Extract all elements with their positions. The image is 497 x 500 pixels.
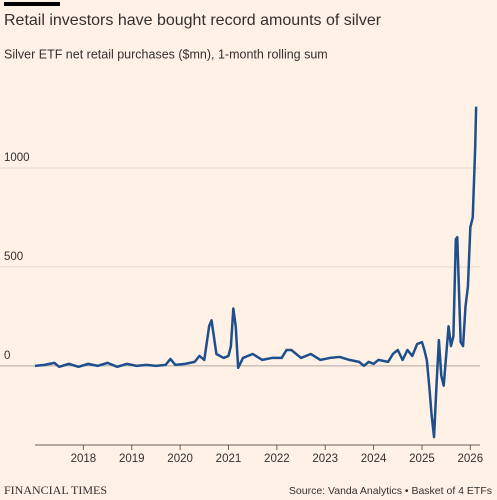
- chart-subtitle: Silver ETF net retail purchases ($mn), 1…: [4, 47, 328, 61]
- x-tick-label: 2024: [361, 453, 387, 465]
- source: Source: Vanda Analytics • Basket of 4 ET…: [289, 485, 492, 497]
- y-tick-label: 0: [4, 350, 10, 362]
- x-tick-label: 2021: [216, 453, 242, 465]
- x-tick-label: 2019: [119, 453, 145, 465]
- x-tick-label: 2020: [167, 453, 193, 465]
- y-tick-label: 1000: [4, 152, 30, 164]
- y-tick-label: 500: [4, 251, 23, 263]
- x-tick-label: 2022: [264, 453, 290, 465]
- chart-title: Retail investors have bought record amou…: [4, 12, 382, 29]
- x-tick-label: 2023: [312, 453, 338, 465]
- x-tick-label: 2026: [458, 453, 484, 465]
- x-tick-label: 2025: [409, 453, 435, 465]
- brand: FINANCIAL TIMES: [4, 483, 107, 497]
- x-tick-label: 2018: [71, 453, 97, 465]
- ft-bar: [4, 2, 60, 6]
- data-line: [34, 106, 478, 439]
